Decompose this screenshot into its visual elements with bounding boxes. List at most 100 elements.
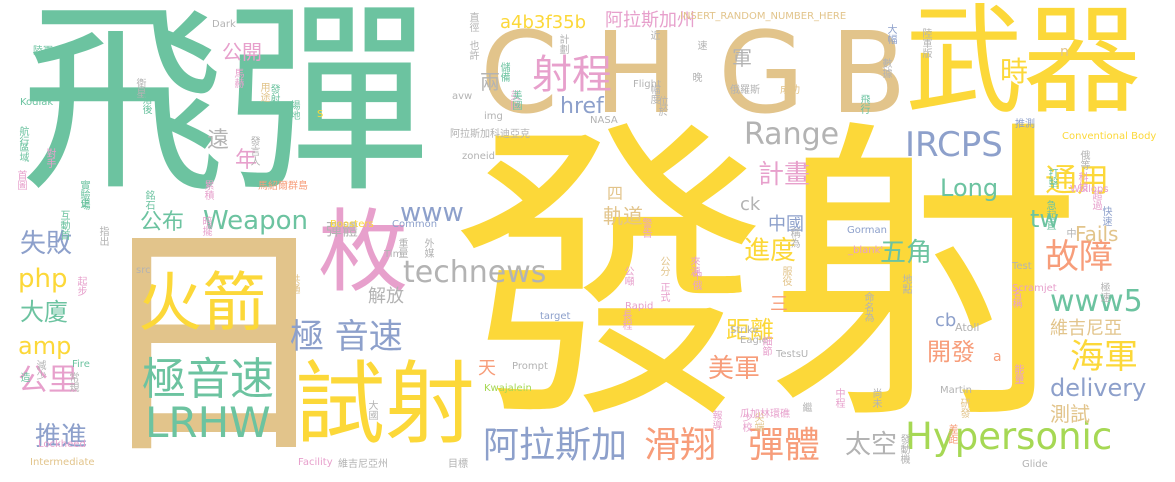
cloud-word: 公噸 <box>622 266 633 286</box>
cloud-word: 中國 <box>768 214 804 235</box>
cloud-word: 地點 <box>900 274 911 294</box>
cloud-word: Kwajalein <box>484 383 532 394</box>
cloud-word: 日 <box>88 199 338 482</box>
cloud-word: 打擊 <box>1046 168 1057 188</box>
cloud-word: 區域 <box>17 142 28 162</box>
cloud-word: 阿拉斯加州 <box>605 10 695 31</box>
cloud-word: 天 <box>478 358 496 379</box>
cloud-word: 發動機 <box>898 434 909 464</box>
cloud-word: 武器 <box>905 0 1142 130</box>
cloud-word: 發言人 <box>248 136 259 166</box>
cloud-word: 公分 <box>658 256 669 276</box>
cloud-word: 少校 <box>740 412 751 432</box>
cloud-word: 外媒 <box>422 238 433 258</box>
cloud-word: 推測 <box>1015 119 1035 130</box>
cloud-word: 中俄 <box>690 270 701 290</box>
cloud-word: 飛彈 <box>20 0 430 221</box>
cloud-word: 細節 <box>760 336 771 356</box>
cloud-word: 進度 <box>744 236 797 266</box>
cloud-word: 海軍 <box>1070 337 1138 377</box>
cloud-word: 公布 <box>140 210 185 235</box>
cloud-word: 名稱 <box>1010 288 1021 308</box>
cloud-word: 暗擺 <box>200 216 211 236</box>
cloud-word: Fire <box>72 359 90 370</box>
cloud-word: S <box>317 109 324 120</box>
cloud-word: 用途 <box>258 82 269 102</box>
cloud-word: www <box>400 198 464 228</box>
cloud-word: 對手 <box>44 148 55 168</box>
cloud-word: 幅度 <box>648 84 659 104</box>
cloud-word: INSERT_RANDOM_NUMBER_HERE <box>680 11 847 22</box>
cloud-word: 陸軍 <box>33 46 53 57</box>
cloud-word: 常規 <box>67 372 78 392</box>
cloud-word: Tim <box>384 249 403 260</box>
cloud-word: 造 <box>18 372 29 382</box>
cloud-word: 首圖 <box>15 170 26 190</box>
cloud-word: 衛星 <box>134 78 145 98</box>
cloud-word: 位於 <box>656 96 667 116</box>
cloud-word: Dark <box>212 19 236 30</box>
cloud-word: 共通 <box>288 274 299 294</box>
cloud-word: Martin <box>940 385 972 396</box>
cloud-word: Hypersonic <box>905 415 1113 458</box>
cloud-word: 通用 <box>1045 161 1110 199</box>
cloud-word: 發射場 <box>268 84 279 114</box>
cloud-word: 極音速 <box>142 354 274 405</box>
cloud-word: amp <box>18 332 72 360</box>
cloud-word: Rapid <box>625 301 654 312</box>
cloud-word: 俄等 <box>1078 150 1089 170</box>
cloud-word: 航行 <box>17 126 28 146</box>
cloud-word: Test <box>1012 261 1032 272</box>
cloud-word: 阿拉斯加 <box>483 425 628 466</box>
cloud-word: 尚未 <box>870 388 881 408</box>
cloud-word: 美國 <box>510 90 521 110</box>
cloud-word: 枚 <box>318 200 408 305</box>
cloud-word: a4b3f35b <box>500 12 587 33</box>
cloud-word: 發射 <box>452 96 1082 462</box>
cloud-word: LRHW <box>145 398 271 447</box>
cloud-word: zoneid <box>462 151 495 162</box>
cloud-word: 銘石 <box>143 190 154 210</box>
cloud-word: 阿拉斯加科迪亞克 <box>450 129 530 140</box>
cloud-word: 遠 <box>207 128 230 153</box>
cloud-word: Wallops <box>1070 184 1109 195</box>
cloud-word: Boosters <box>330 219 374 230</box>
cloud-word: Atoll <box>955 321 980 334</box>
cloud-word: Gorman <box>847 225 888 236</box>
cloud-word: 時 <box>1000 55 1029 88</box>
cloud-word: n <box>1060 44 1069 60</box>
cloud-word: 近 <box>648 30 659 40</box>
cloud-word: 距離 <box>726 316 774 344</box>
cloud-word: src <box>136 265 151 276</box>
cloud-word: 重量 <box>396 238 407 258</box>
cloud-word: 警告 <box>640 218 651 238</box>
cloud-word: 公里 <box>18 363 78 398</box>
cloud-word: 命名為 <box>862 292 873 322</box>
cloud-word: 瓜加林環礁 <box>740 409 790 420</box>
cloud-word: 美國 <box>508 90 519 110</box>
cloud-word: 目標 <box>448 459 468 470</box>
cloud-word: C <box>480 9 559 139</box>
cloud-word: 指出 <box>97 226 108 246</box>
cloud-word: H <box>594 9 679 139</box>
cloud-word: 飛行 <box>858 94 869 114</box>
cloud-word: 差距 <box>946 424 957 444</box>
cloud-word: 大幅 <box>885 24 896 44</box>
cloud-word: 滑翔 <box>644 425 717 466</box>
cloud-word: 火箭 <box>138 267 266 341</box>
cloud-word: 美軍 <box>708 354 761 384</box>
cloud-word: 射程 <box>532 52 612 98</box>
cloud-word: 落後 <box>140 94 151 114</box>
cloud-word: 五角 <box>880 238 933 268</box>
cloud-word: Fails <box>1075 222 1119 246</box>
cloud-word: 俄羅斯 <box>730 85 760 96</box>
cloud-word: 長程 <box>620 310 631 330</box>
cloud-word: 來源 <box>688 256 699 276</box>
cloud-word: 測試 <box>1050 402 1090 426</box>
cloud-word: img <box>484 111 503 122</box>
cloud-word: 成功 <box>780 85 800 96</box>
cloud-word: 尖端 <box>752 412 763 432</box>
cloud-word: 維吉尼亞州 <box>338 459 388 470</box>
cloud-word: tw <box>1030 205 1060 233</box>
cloud-word: 直徑 <box>467 12 478 32</box>
